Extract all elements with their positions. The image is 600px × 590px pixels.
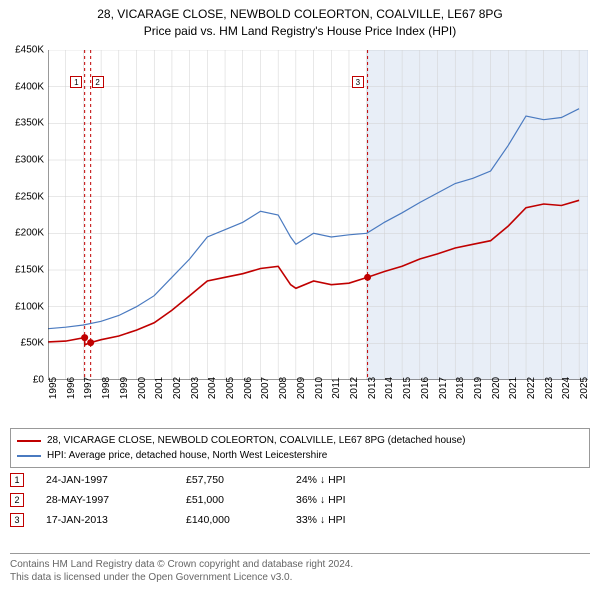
legend-box: 28, VICARAGE CLOSE, NEWBOLD COLEORTON, C… — [10, 428, 590, 468]
event-date: 28-MAY-1997 — [46, 494, 186, 506]
event-delta: 36% ↓ HPI — [296, 494, 346, 506]
legend-swatch — [17, 455, 41, 457]
legend-label: HPI: Average price, detached house, Nort… — [47, 448, 327, 463]
y-axis-labels: £0£50K£100K£150K£200K£250K£300K£350K£400… — [2, 50, 46, 380]
plot-svg — [48, 50, 588, 380]
event-row: 3 17-JAN-2013£140,00033% ↓ HPI — [10, 510, 590, 530]
chart-area: £0£50K£100K£150K£200K£250K£300K£350K£400… — [48, 50, 588, 380]
y-tick-label: £450K — [0, 45, 44, 56]
event-row: 2 28-MAY-1997£51,00036% ↓ HPI — [10, 490, 590, 510]
event-row: 1 24-JAN-1997£57,75024% ↓ HPI — [10, 470, 590, 490]
event-price: £57,750 — [186, 474, 296, 486]
y-tick-label: £50K — [0, 338, 44, 349]
title-line1: 28, VICARAGE CLOSE, NEWBOLD COLEORTON, C… — [0, 6, 600, 23]
footer-line1: Contains HM Land Registry data © Crown c… — [10, 558, 590, 571]
y-tick-label: £300K — [0, 155, 44, 166]
event-delta: 24% ↓ HPI — [296, 474, 346, 486]
legend-label: 28, VICARAGE CLOSE, NEWBOLD COLEORTON, C… — [47, 433, 466, 448]
y-tick-label: £400K — [0, 81, 44, 92]
footer: Contains HM Land Registry data © Crown c… — [10, 553, 590, 584]
title-block: 28, VICARAGE CLOSE, NEWBOLD COLEORTON, C… — [0, 0, 600, 40]
y-tick-label: £150K — [0, 265, 44, 276]
y-tick-label: £250K — [0, 191, 44, 202]
title-line2: Price paid vs. HM Land Registry's House … — [0, 23, 600, 40]
event-marker: 1 — [10, 473, 24, 487]
legend-row: 28, VICARAGE CLOSE, NEWBOLD COLEORTON, C… — [17, 433, 583, 448]
event-price: £140,000 — [186, 514, 296, 526]
legend-row: HPI: Average price, detached house, Nort… — [17, 448, 583, 463]
event-date: 24-JAN-1997 — [46, 474, 186, 486]
event-price: £51,000 — [186, 494, 296, 506]
x-axis-labels: 1995199619971998199920002001200220032004… — [48, 382, 588, 422]
events-block: 1 24-JAN-1997£57,75024% ↓ HPI 2 28-MAY-1997… — [10, 470, 590, 530]
y-tick-label: £100K — [0, 301, 44, 312]
chart-event-marker: 1 — [70, 76, 82, 88]
chart-container: 28, VICARAGE CLOSE, NEWBOLD COLEORTON, C… — [0, 0, 600, 590]
chart-event-marker: 2 — [92, 76, 104, 88]
event-date: 17-JAN-2013 — [46, 514, 186, 526]
event-marker: 2 — [10, 493, 24, 507]
y-tick-label: £350K — [0, 118, 44, 129]
y-tick-label: £0 — [0, 375, 44, 386]
event-marker: 3 — [10, 513, 24, 527]
y-tick-label: £200K — [0, 228, 44, 239]
event-delta: 33% ↓ HPI — [296, 514, 346, 526]
footer-line2: This data is licensed under the Open Gov… — [10, 571, 590, 584]
legend-swatch — [17, 440, 41, 442]
chart-event-marker: 3 — [352, 76, 364, 88]
x-tick-label: 2025 — [579, 377, 600, 399]
